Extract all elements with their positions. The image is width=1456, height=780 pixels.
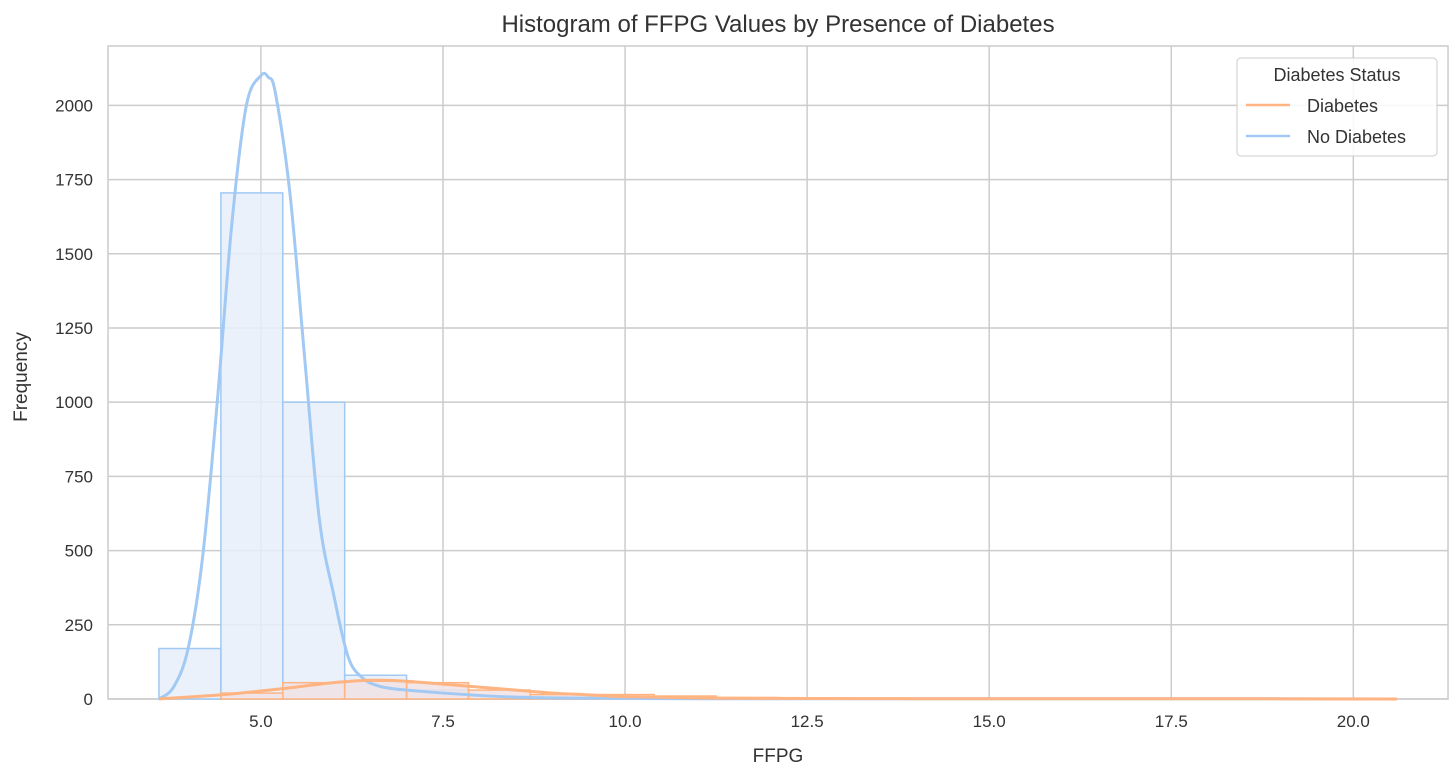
- legend-box: [1236, 57, 1438, 157]
- x-tick-label: 12.5: [791, 712, 824, 731]
- y-tick-label: 1000: [55, 393, 93, 412]
- y-tick-label: 0: [84, 690, 93, 709]
- x-tick-label: 7.5: [431, 712, 455, 731]
- y-tick-label: 750: [65, 467, 93, 486]
- x-tick-label: 10.0: [609, 712, 642, 731]
- x-tick-label: 5.0: [249, 712, 273, 731]
- y-tick-label: 250: [65, 616, 93, 635]
- y-tick-label: 1500: [55, 245, 93, 264]
- kde-curves: [158, 71, 1398, 701]
- x-tick-label: 17.5: [1155, 712, 1188, 731]
- legend-label-diabetes: Diabetes: [1307, 96, 1378, 116]
- kde-line-diabetes: [158, 678, 1398, 701]
- y-axis-ticks: 0 250 500 750 1000 1250 1500 1750 2000: [55, 96, 93, 709]
- y-tick-label: 1750: [55, 171, 93, 190]
- x-tick-label: 20.0: [1337, 712, 1370, 731]
- legend-title: Diabetes Status: [1273, 65, 1400, 85]
- legend: Diabetes Status Diabetes No Diabetes: [1236, 57, 1438, 157]
- x-axis-label: FFPG: [753, 746, 804, 767]
- y-tick-label: 500: [65, 542, 93, 561]
- y-axis-label: Frequency: [11, 332, 32, 422]
- y-tick-label: 2000: [55, 96, 93, 115]
- chart-title: Histogram of FFPG Values by Presence of …: [501, 11, 1054, 38]
- y-tick-label: 1250: [55, 319, 93, 338]
- legend-label-no-diabetes: No Diabetes: [1307, 127, 1406, 147]
- x-axis-ticks: 5.0 7.5 10.0 12.5 15.0 17.5 20.0: [249, 712, 1370, 731]
- x-tick-label: 15.0: [973, 712, 1006, 731]
